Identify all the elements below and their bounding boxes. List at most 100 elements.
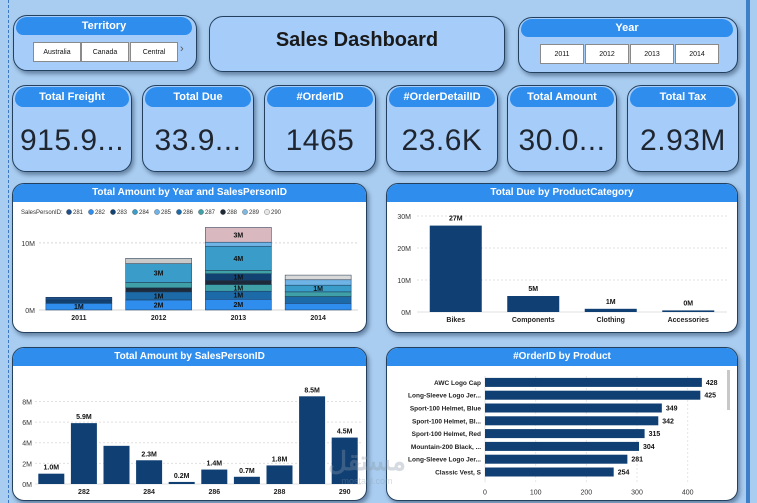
territory-option-central[interactable]: Central <box>130 42 178 62</box>
year-option-2012[interactable]: 2012 <box>585 44 629 64</box>
x-tick-label: 2014 <box>310 315 326 322</box>
x-tick-label: 0 <box>483 489 487 496</box>
chart-amount-by-salesperson-svg: 0M 2M 4M 6M 8M 1.0M 5.9M 282 2.3M 284 0.2M 1.4M 286 0… <box>22 387 361 496</box>
legend-marker-283 <box>110 209 116 215</box>
year-option-2013[interactable]: 2013 <box>630 44 674 64</box>
canvas-border-left <box>8 0 10 503</box>
y-tick-label: AWC Logo Cap <box>434 380 481 387</box>
data-label: 1M <box>606 299 616 306</box>
year-option-2011[interactable]: 2011 <box>540 44 584 64</box>
data-label: 5M <box>528 286 538 293</box>
y-tick-label: Sport-100 Helmet, Blue <box>410 406 482 413</box>
x-tick-label: 288 <box>274 489 286 496</box>
x-tick-label: 282 <box>78 489 90 496</box>
kpi-total-amount: Total Amount 30.0... <box>507 85 617 172</box>
territory-label: Territory <box>16 17 192 35</box>
data-label: 254 <box>618 470 630 477</box>
y-tick-label: 6M <box>22 420 32 427</box>
y-tick-label: Sport-100 Helmet, Bl... <box>412 418 481 425</box>
y-tick-label: 30M <box>397 214 411 221</box>
data-label: 2M <box>234 302 244 309</box>
year-option-2014[interactable]: 2014 <box>675 44 719 64</box>
canvas-scrollbar[interactable] <box>746 0 750 503</box>
bar <box>485 390 701 400</box>
kpi-label: #OrderDetailID <box>389 87 495 107</box>
year-slicer: Year 2011 2012 2013 2014 <box>518 17 738 73</box>
chart-amount-by-year-svg: SalesPersonID: 281 282 283 284 285 286 287 288 28… <box>21 209 358 322</box>
kpi-value: 2.93M <box>640 124 726 157</box>
data-label: 1M <box>234 285 244 292</box>
data-label: 0M <box>683 300 693 307</box>
bar-segment <box>125 282 192 289</box>
x-tick-label: 200 <box>580 489 592 496</box>
bar-segment <box>284 279 352 286</box>
chart-title: Total Due by ProductCategory <box>387 184 737 202</box>
data-label: 1M <box>154 293 164 300</box>
y-tick-label: 20M <box>397 246 411 253</box>
legend-label-290: 290 <box>271 210 282 216</box>
x-tick-label: Bikes <box>446 317 465 324</box>
bar <box>485 403 662 413</box>
kpi-total-tax: Total Tax 2.93M <box>627 85 739 172</box>
y-tick-label: Long-Sleeve Logo Jer... <box>408 393 481 400</box>
bar <box>331 437 358 484</box>
legend-marker-287 <box>198 209 204 215</box>
kpi-order-detail-count: #OrderDetailID 23.6K <box>386 85 498 172</box>
data-label: 2.3M <box>141 451 157 458</box>
bar-segment <box>45 296 113 301</box>
y-tick-label: 10M <box>397 278 411 285</box>
data-label: 1M <box>234 275 244 282</box>
bar <box>38 473 65 484</box>
y-tick-label: Mountain-200 Black, ... <box>411 444 481 451</box>
legend-marker-281 <box>66 209 72 215</box>
legend-marker-289 <box>242 209 248 215</box>
year-label: Year <box>521 19 733 37</box>
dashboard-title-card: Sales Dashboard <box>209 16 505 72</box>
legend-marker-285 <box>154 209 160 215</box>
x-tick-label: Components <box>512 317 555 324</box>
legend-label-286: 286 <box>183 210 194 216</box>
watermark: مستقل mostaql.com <box>312 446 422 496</box>
kpi-value: 1465 <box>285 124 355 157</box>
bar <box>299 396 326 484</box>
data-label: 8.5M <box>304 387 320 394</box>
data-label: 0.7M <box>239 468 255 475</box>
x-tick-label: 286 <box>208 489 220 496</box>
bar-segment <box>284 274 352 281</box>
x-tick-label: 284 <box>143 489 155 496</box>
chart-orders-by-product: #OrderID by Product 0 100 200 300 400 AWC Log… <box>386 347 738 501</box>
data-label: 1.0M <box>44 465 60 472</box>
bar <box>485 429 645 439</box>
data-label: 315 <box>649 431 661 438</box>
data-label: 304 <box>643 444 655 451</box>
data-label: 281 <box>631 457 643 464</box>
x-tick-label: Clothing <box>597 317 625 324</box>
x-tick-label: 290 <box>339 489 351 496</box>
bar-segment <box>284 303 352 311</box>
territory-option-australia[interactable]: Australia <box>33 42 81 62</box>
x-tick-label: 100 <box>530 489 542 496</box>
bar <box>429 225 482 312</box>
scrollbar-thumb[interactable] <box>727 370 730 410</box>
bar-segment <box>45 299 113 304</box>
kpi-label: Total Tax <box>630 87 736 107</box>
chart-due-by-category-svg: 0M 10M 20M 30M 27M Bikes 5M Components 1M Clothin… <box>397 214 727 324</box>
legend-marker-284 <box>132 209 138 215</box>
territory-option-canada[interactable]: Canada <box>81 42 129 62</box>
chart-title: Total Amount by Year and SalesPersonID <box>13 184 366 202</box>
kpi-label: Total Due <box>145 87 251 107</box>
bar <box>103 445 130 484</box>
data-label: 349 <box>666 406 678 413</box>
bar <box>485 416 659 426</box>
bar <box>485 454 628 464</box>
legend-marker-282 <box>88 209 94 215</box>
legend-label-283: 283 <box>117 210 128 216</box>
legend-label-289: 289 <box>249 210 260 216</box>
watermark-logo: مستقل <box>328 446 406 476</box>
y-tick-label: 2M <box>22 461 32 468</box>
chevron-right-icon[interactable]: › <box>180 43 184 55</box>
y-tick-label: Sport-100 Helmet, Red <box>412 431 481 438</box>
bar <box>168 481 195 484</box>
data-label: 0.2M <box>174 473 190 480</box>
bar <box>485 467 614 477</box>
